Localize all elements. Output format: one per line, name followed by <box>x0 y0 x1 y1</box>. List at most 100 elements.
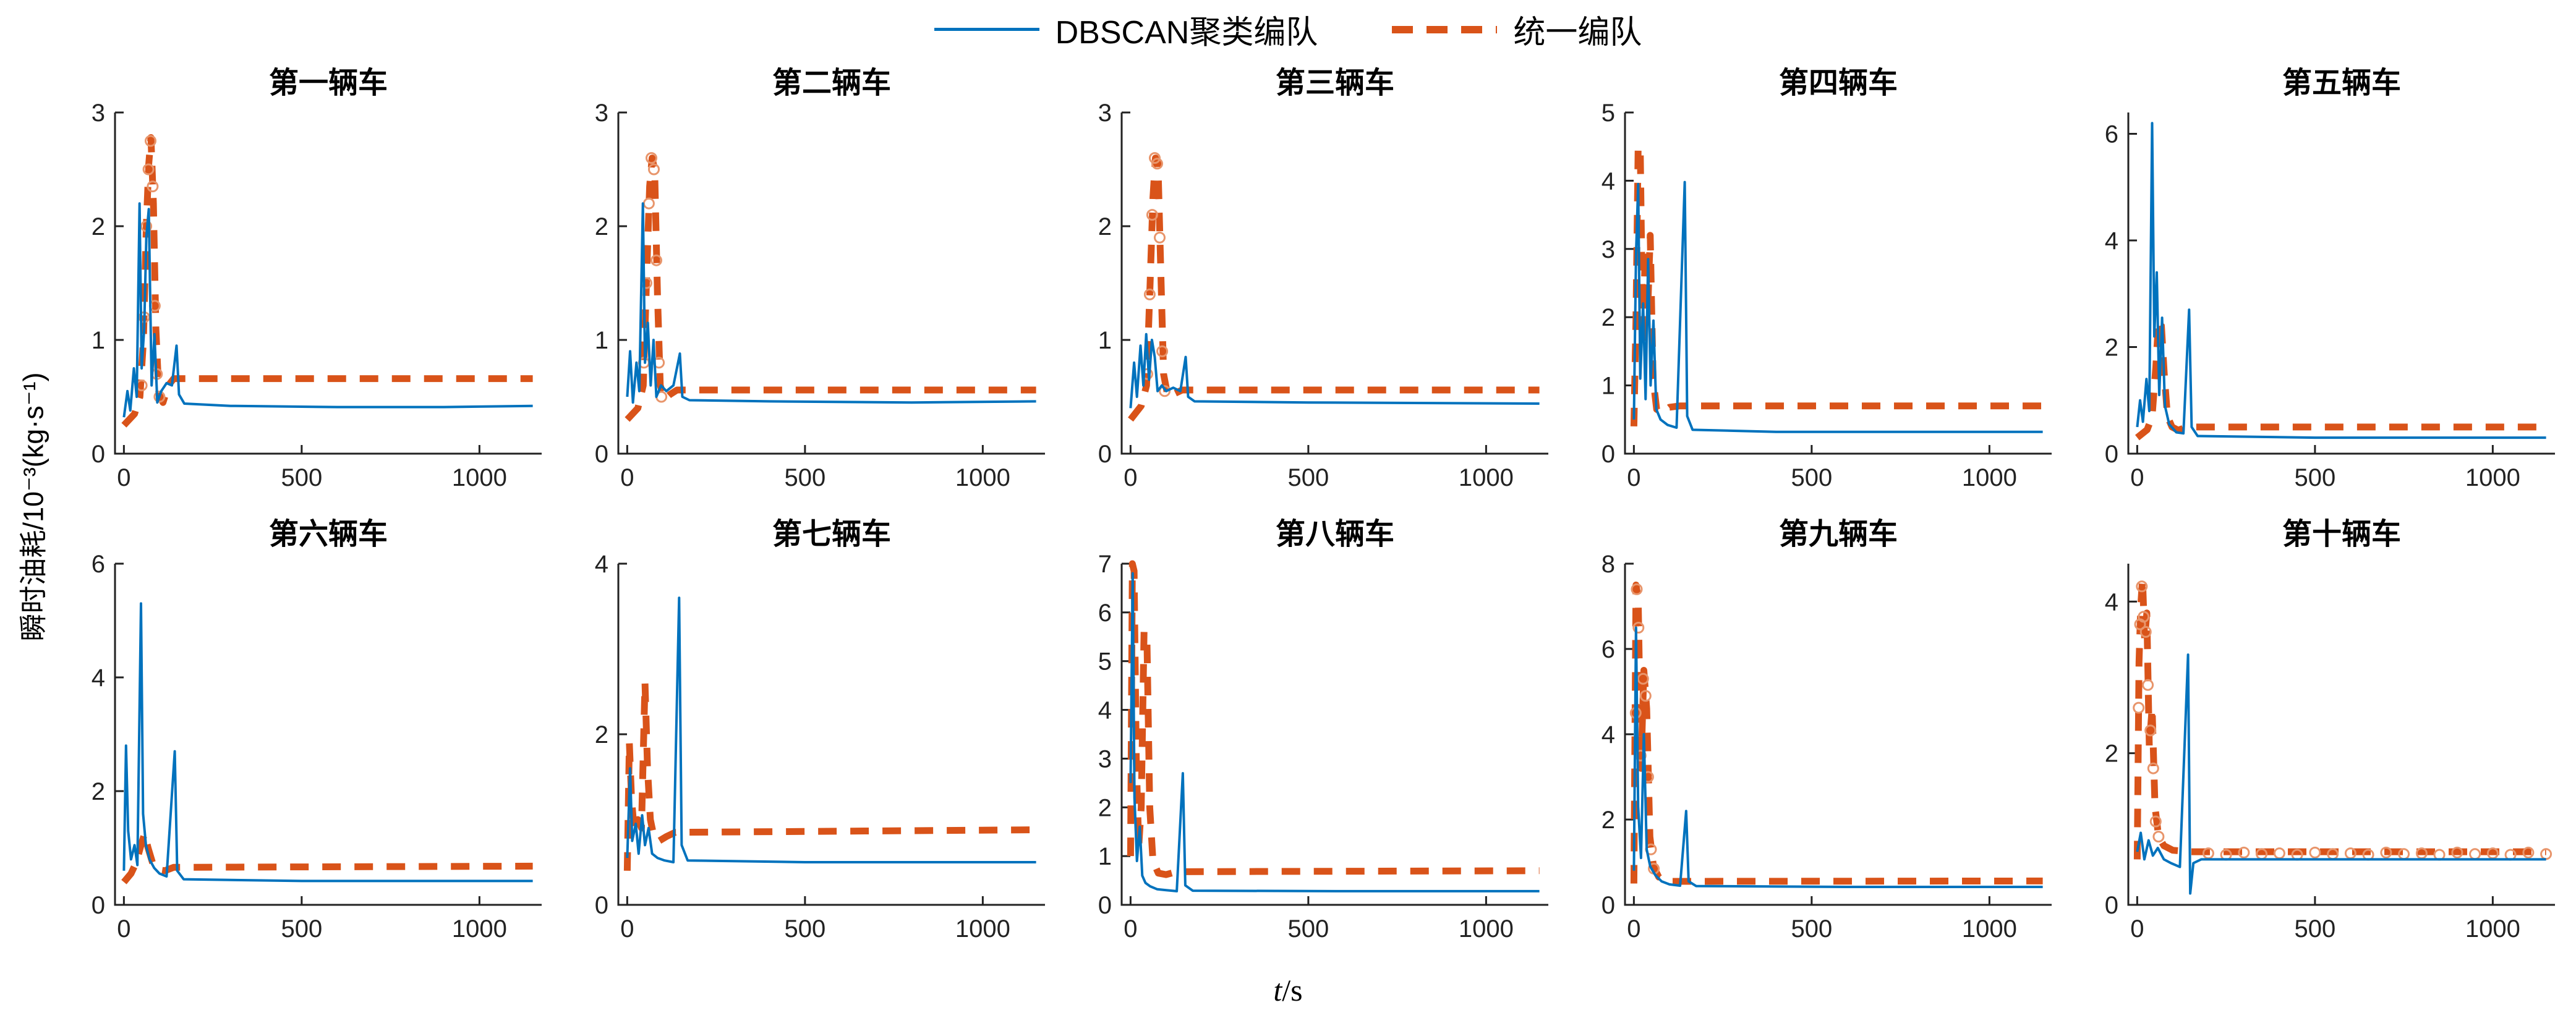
y-tick-label: 4 <box>2105 588 2118 616</box>
x-tick-label: 500 <box>2295 915 2336 943</box>
subplot-8-svg: 第八辆车 0 1 2 3 4 5 6 7 0 500 1000 <box>1098 518 1548 943</box>
x-tick-label: 500 <box>1791 464 1833 491</box>
y-tick-label: 5 <box>1601 100 1615 127</box>
subplot-title: 第八辆车 <box>1276 518 1394 551</box>
series-marker-circle <box>2540 847 2553 860</box>
legend-line-dbscan-icon <box>934 28 1039 31</box>
series-marker-circle <box>2152 830 2165 842</box>
series-dbscan-platoon <box>122 601 533 882</box>
series-dbscan-platoon <box>626 596 1036 863</box>
y-tick-label: 7 <box>1098 551 1112 578</box>
x-tick-label: 500 <box>1288 464 1329 491</box>
series-marker-circle <box>2133 701 2145 714</box>
subplot-10-svg: 第十辆车 0 2 4 0 500 1000 <box>2105 518 2555 943</box>
series-marker-circle <box>147 180 159 193</box>
series-dbscan-platoon <box>2136 653 2546 895</box>
x-tick-label: 1000 <box>452 915 507 943</box>
x-tick-label: 1000 <box>1459 915 1514 943</box>
y-tick-label: 0 <box>1098 441 1112 468</box>
subplot-2-svg: 第二辆车 0 1 2 3 0 500 1000 <box>595 67 1045 491</box>
subplot-title: 第三辆车 <box>1276 67 1394 100</box>
subplot-5-svg: 第五辆车 0 2 4 6 0 500 1000 <box>2105 67 2555 491</box>
subplot-cell-6: 第六辆车 0 2 4 6 0 500 1000 <box>52 511 555 962</box>
x-tick-label: 0 <box>2130 464 2144 491</box>
series-marker-circle <box>650 254 662 266</box>
x-tick-label: 500 <box>1791 915 1833 943</box>
subplot-title: 第二辆车 <box>772 67 891 100</box>
y-tick-label: 2 <box>1601 807 1615 834</box>
series-dbscan-platoon <box>2136 122 2546 439</box>
y-tick-label: 1 <box>1601 373 1615 400</box>
subplot-title: 第九辆车 <box>1779 518 1898 551</box>
x-axis-variable: t <box>1273 973 1282 1007</box>
x-tick-label: 1000 <box>955 464 1010 491</box>
series-marker-circle <box>1159 385 1171 397</box>
series-marker-circle <box>2144 724 2157 736</box>
y-tick-label: 4 <box>1601 721 1615 748</box>
subplot-grid: 第一辆车 0 1 2 3 0 500 1000 第二辆车 0 1 2 3 0 500 1000 第三辆车 0 1… <box>52 59 2569 961</box>
series-dbscan-platoon <box>1129 333 1540 409</box>
x-tick-label: 0 <box>620 464 634 491</box>
series-dbscan-platoon <box>1632 626 2043 888</box>
x-tick-label: 1000 <box>955 915 1010 943</box>
series-marker-circle <box>1637 672 1649 685</box>
y-tick-label: 6 <box>92 551 105 578</box>
x-tick-label: 500 <box>1288 915 1329 943</box>
series-marker-circle <box>1143 288 1156 300</box>
axis-spines <box>1624 563 2052 905</box>
subplot-cell-3: 第三辆车 0 1 2 3 0 500 1000 <box>1059 59 1562 511</box>
series-marker-circle <box>2139 625 2152 638</box>
series-dbscan-platoon <box>122 202 533 418</box>
y-tick-label: 3 <box>1098 100 1112 127</box>
subplot-cell-4: 第四辆车 0 1 2 3 4 5 0 500 1000 <box>1562 59 2065 511</box>
subplot-6-svg: 第六辆车 0 2 4 6 0 500 1000 <box>92 518 542 943</box>
series-unified-platoon <box>625 155 1036 422</box>
series-marker-circle <box>646 152 657 164</box>
subplot-title: 第一辆车 <box>269 67 388 100</box>
y-tick-label: 0 <box>1098 892 1112 919</box>
series-marker-circle <box>2149 815 2162 828</box>
legend-item-unified: 统一编队 <box>1392 6 1642 53</box>
y-tick-label: 0 <box>595 892 608 919</box>
y-tick-label: 3 <box>1098 745 1112 773</box>
subplot-3-svg: 第三辆车 0 1 2 3 0 500 1000 <box>1098 67 1548 491</box>
series-unified-platoon <box>2135 316 2546 441</box>
x-tick-label: 1000 <box>1459 464 1514 491</box>
x-tick-label: 0 <box>1627 915 1640 943</box>
series-marker-circle <box>142 163 155 176</box>
y-tick-label: 8 <box>1601 551 1615 578</box>
x-tick-label: 1000 <box>1962 464 2017 491</box>
y-tick-label: 5 <box>1098 648 1112 675</box>
legend: DBSCAN聚类编队 统一编队 <box>0 6 2576 53</box>
series-marker-circle <box>1146 209 1158 221</box>
series-marker-circle <box>2522 846 2535 858</box>
series-marker-circle <box>2147 762 2159 774</box>
series-unified-platoon <box>1128 155 1540 422</box>
subplot-cell-10: 第十辆车 0 2 4 0 500 1000 <box>2065 511 2569 962</box>
series-marker-circle <box>1632 621 1645 634</box>
y-tick-label: 4 <box>1098 697 1112 724</box>
legend-label-dbscan: DBSCAN聚类编队 <box>1055 15 1318 51</box>
series-marker-circle <box>1639 689 1652 701</box>
y-tick-label: 0 <box>92 441 105 468</box>
subplot-title: 第六辆车 <box>269 518 388 551</box>
y-tick-label: 2 <box>2105 740 2118 767</box>
legend-item-dbscan: DBSCAN聚类编队 <box>934 6 1318 53</box>
axis-spines <box>617 563 1045 905</box>
axis-spines <box>114 563 542 905</box>
axis-spines <box>114 112 542 455</box>
series-marker-circle <box>1151 158 1163 170</box>
series-dbscan-platoon <box>1129 572 1540 892</box>
y-tick-label: 0 <box>2105 441 2118 468</box>
x-tick-label: 1000 <box>2465 464 2520 491</box>
y-tick-label: 2 <box>2105 334 2118 362</box>
y-tick-label: 0 <box>2105 892 2118 919</box>
series-marker-circle <box>648 163 660 176</box>
y-tick-label: 2 <box>92 213 105 240</box>
series-marker-circle <box>145 135 156 147</box>
subplot-7-svg: 第七辆车 0 2 4 0 500 1000 <box>595 518 1045 943</box>
y-tick-label: 3 <box>1601 236 1615 263</box>
x-tick-label: 0 <box>1124 915 1137 943</box>
subplot-cell-7: 第七辆车 0 2 4 0 500 1000 <box>555 511 1059 962</box>
y-tick-label: 2 <box>1098 213 1112 240</box>
